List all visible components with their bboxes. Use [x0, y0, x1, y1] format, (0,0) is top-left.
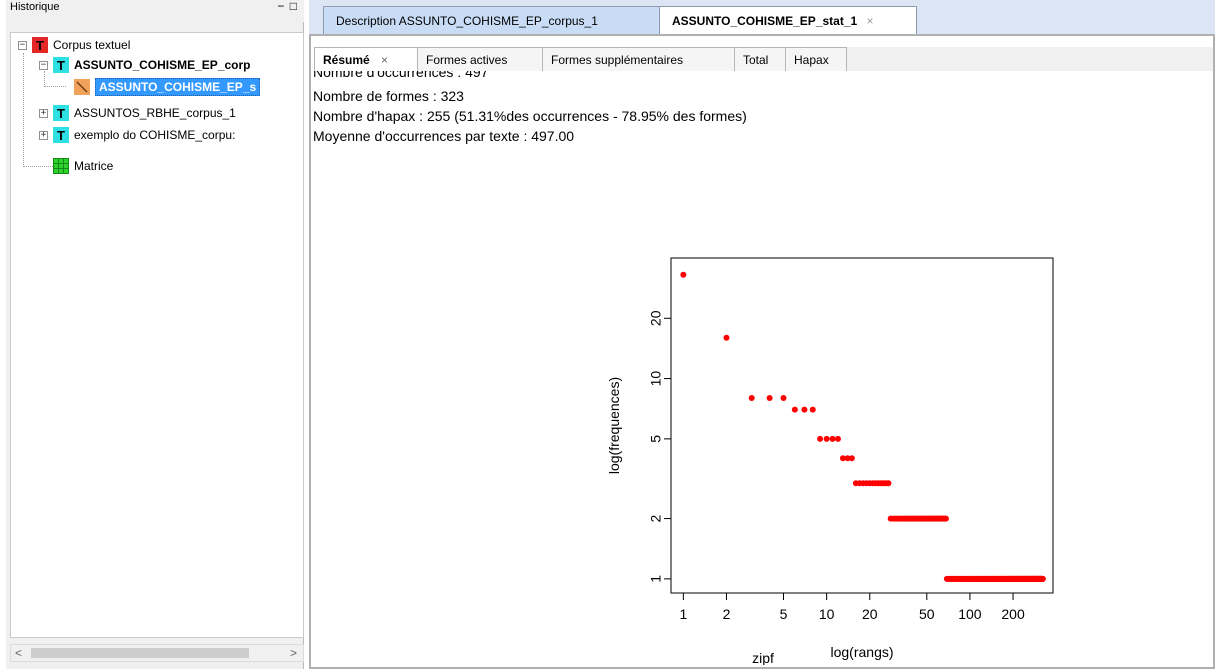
history-panel-header: Historique − □	[6, 0, 304, 22]
tree-item-label-selected: ASSUNTO_COHISME_EP_s	[95, 78, 261, 96]
y-tick-label: 2	[648, 514, 664, 522]
tree-item-assunto-stat[interactable]: ASSUNTO_COHISME_EP_s	[74, 77, 261, 97]
zipf-chart: 1 2 5 10 20 50 100 200 1 2 5 10 20 log(rangs) log(freq…	[601, 183, 1103, 665]
data-point	[1039, 575, 1046, 582]
data-point	[942, 515, 949, 522]
tree-connector	[23, 53, 24, 167]
close-tab-icon[interactable]: ×	[866, 14, 874, 28]
data-point	[723, 334, 730, 341]
content-area: Résumé × Formes actives Formes supplémen…	[309, 34, 1215, 669]
tree-item-label: Corpus textuel	[53, 38, 131, 52]
close-tab-icon[interactable]: ×	[381, 53, 389, 67]
data-point	[834, 435, 841, 442]
y-tick-label: 5	[648, 435, 664, 443]
expand-icon[interactable]: +	[39, 129, 48, 140]
y-tick-label: 10	[648, 371, 664, 387]
tab-label: Formes actives	[426, 53, 508, 67]
x-tick-label: 50	[919, 606, 935, 622]
tab-formes-supplementaires[interactable]: Formes supplémentaires	[542, 47, 735, 71]
tree-item-label: ASSUNTO_COHISME_EP_corp	[74, 58, 251, 72]
statistics-icon	[74, 79, 90, 95]
summary-view: Nombre d'occurrences : 497 Nombre de for…	[313, 71, 1213, 665]
x-tick-label: 100	[958, 606, 982, 622]
text-corpus-icon: T	[53, 105, 69, 121]
data-point	[809, 406, 816, 413]
x-tick-label: 200	[1001, 606, 1025, 622]
sub-tab-bar: Résumé × Formes actives Formes supplémen…	[314, 47, 1213, 71]
tab-resume[interactable]: Résumé ×	[314, 47, 418, 71]
tree-connector	[23, 166, 53, 167]
tree-horizontal-scrollbar[interactable]: < >	[10, 644, 304, 662]
tab-label: ASSUNTO_COHISME_EP_stat_1	[672, 14, 858, 28]
panel-window-buttons[interactable]: − □	[277, 0, 298, 13]
text-corpus-icon: T	[32, 37, 48, 53]
data-point	[780, 394, 787, 401]
data-point	[885, 480, 892, 487]
tree-item-assunto-corpus[interactable]: − T ASSUNTO_COHISME_EP_corp	[39, 55, 251, 75]
data-point	[829, 435, 836, 442]
zipf-chart-svg: 1 2 5 10 20 50 100 200 1 2 5 10 20 log(rangs) log(freq…	[606, 257, 1054, 660]
tree-item-corpus-textuel[interactable]: − T Corpus textuel	[18, 35, 130, 55]
plot-frame	[670, 257, 1054, 594]
x-tick-label: 10	[819, 606, 835, 622]
data-point	[839, 455, 846, 462]
tab-label: Résumé	[323, 53, 370, 67]
summary-hapax: Nombre d'hapax : 255 (51.31%des occurren…	[313, 108, 747, 124]
tab-label: Hapax	[794, 53, 829, 67]
scrollbar-thumb[interactable]	[31, 648, 249, 658]
data-point	[748, 394, 755, 401]
summary-occurrences: Nombre d'occurrences : 497	[313, 71, 489, 80]
data-point	[817, 435, 824, 442]
tree-item-label: ASSUNTOS_RBHE_corpus_1	[74, 106, 236, 120]
tab-label: Formes supplémentaires	[551, 53, 684, 67]
data-point	[801, 406, 808, 413]
tree-item-exemplo-cohisme[interactable]: + T exemplo do COHISME_corpu:	[39, 125, 235, 145]
collapse-icon[interactable]: −	[18, 39, 27, 50]
tab-formes-actives[interactable]: Formes actives	[417, 47, 543, 71]
data-point	[791, 406, 798, 413]
scroll-left-icon[interactable]: <	[15, 646, 23, 660]
tree-item-label: exemplo do COHISME_corpu:	[74, 128, 236, 142]
data-point	[766, 394, 773, 401]
x-axis-label: log(rangs)	[830, 644, 893, 660]
data-point	[844, 455, 851, 462]
y-tick-label: 20	[648, 310, 664, 326]
tree-item-matrice[interactable]: Matrice	[53, 156, 113, 176]
collapse-icon[interactable]: −	[39, 59, 48, 70]
data-point	[680, 271, 687, 278]
tree-connector	[44, 71, 45, 87]
x-tick-label: 5	[780, 606, 788, 622]
x-tick-label: 1	[679, 606, 687, 622]
tab-stat[interactable]: ASSUNTO_COHISME_EP_stat_1 ×	[659, 6, 917, 34]
main-panel: Description ASSUNTO_COHISME_EP_corpus_1 …	[309, 0, 1215, 669]
tab-hapax[interactable]: Hapax	[785, 47, 847, 71]
tree-item-assuntos-rbhe[interactable]: + T ASSUNTOS_RBHE_corpus_1	[39, 103, 236, 123]
tab-label: Total	[743, 53, 769, 67]
text-corpus-icon: T	[53, 127, 69, 143]
tab-label: Description ASSUNTO_COHISME_EP_corpus_1	[336, 14, 598, 28]
tree-connector	[44, 86, 66, 87]
y-axis-label: log(frequences)	[606, 377, 622, 474]
summary-moyenne: Moyenne d'occurrences par texte : 497.00	[313, 128, 575, 144]
x-tick-label: 20	[862, 606, 878, 622]
summary-formes: Nombre de formes : 323	[313, 88, 464, 104]
text-corpus-icon: T	[53, 57, 69, 73]
history-tree: − T Corpus textuel − T ASSUNTO_COHISME_E…	[10, 32, 304, 638]
history-panel: Historique − □ − T Corpus textuel − T AS…	[6, 0, 304, 669]
chart-caption: zipf	[752, 650, 774, 665]
scroll-right-icon[interactable]: >	[289, 646, 297, 660]
data-point	[823, 435, 830, 442]
x-tick-label: 2	[723, 606, 731, 622]
tab-description[interactable]: Description ASSUNTO_COHISME_EP_corpus_1	[323, 6, 661, 34]
expand-icon[interactable]: +	[39, 107, 48, 118]
tree-item-label: Matrice	[74, 159, 114, 173]
y-tick-label: 1	[648, 575, 664, 583]
history-panel-title: Historique	[10, 1, 60, 13]
document-tab-bar: Description ASSUNTO_COHISME_EP_corpus_1 …	[309, 6, 1215, 34]
data-point	[848, 455, 855, 462]
tab-total[interactable]: Total	[734, 47, 786, 71]
matrix-icon	[53, 158, 69, 174]
